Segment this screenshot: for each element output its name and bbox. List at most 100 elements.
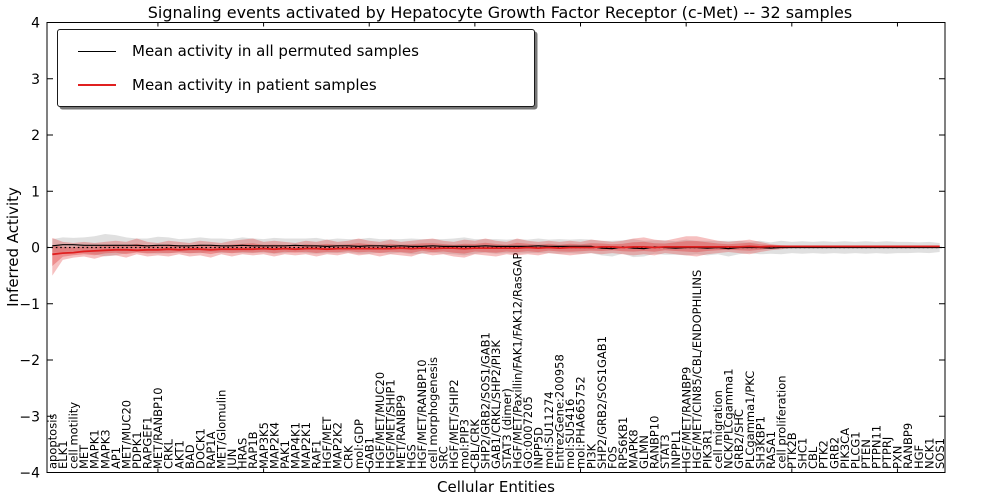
x-tick-label: RANBP9 [901,423,915,469]
x-tick-label: HRAS [236,438,250,469]
x-tick-label: GRB2 [827,437,841,469]
x-tick-label: PTEN [859,439,873,469]
x-tick-label: MET [77,444,91,469]
x-tick-label: PLCgamma1/PKC [743,371,757,469]
x-tick-label: CRK [341,445,355,469]
x-axis-label: Cellular Entities [437,478,555,496]
chart-title: Signaling events activated by Hepatocyte… [147,3,853,22]
x-tick-label: SOS1 [933,438,947,469]
x-tick-label: PTPN11 [870,425,884,469]
x-tick-label: RAPGEF1 [141,417,155,469]
x-tick-label: PLCG1 [848,431,862,469]
x-tick-label: SRC [436,446,450,469]
x-tick-label: INPPL1 [669,429,683,469]
x-tick-label: cell migration [711,390,725,469]
x-tick-label: mol:PIP3 [458,419,472,469]
y-tick-label: −3 [19,409,40,425]
x-tick-label: MAP4K1 [288,422,302,469]
x-tick-label: DOCK1 [193,428,207,469]
x-tick-label: GO:0007205 [521,396,535,469]
y-tick-label: 2 [31,128,40,144]
x-tick-label: HGF/MET/RANBP9 [679,367,693,469]
x-tick-label: PDPK1 [130,431,144,469]
x-tick-label: ELK1 [56,440,70,469]
x-tick-label: AKT1 [172,440,186,469]
x-tick-label: RAP1A [204,431,218,469]
x-tick-label: EntrezGene:200958 [553,354,567,469]
x-tick-label: HGS [405,444,419,469]
x-tick-label: mol:SU11274 [542,391,556,469]
x-tick-label: MAPK8 [627,429,641,469]
x-tick-label: PAK1 [278,440,292,469]
x-tick-label: CBL [806,446,820,469]
x-tick-label: RASA1 [764,431,778,469]
x-tick-label: MAPK3 [98,429,112,469]
legend-entry-permuted: Mean activity in all permuted samples [70,38,522,64]
x-tick-label: RPS6KB1 [616,417,630,469]
x-tick-label: HGF [912,445,926,469]
x-tick-label: PI3K [584,443,598,469]
x-tick-label: HGF/MET/Paxillin/FAK1/FAK12/RasGAP [510,252,524,469]
x-tick-label: MET/Glomulin [215,390,229,469]
x-tick-label: HGF/MET/CIN85/CBL/ENDOPHILINS [690,270,704,469]
x-tick-label: CRKL [162,438,176,469]
x-tick-label: NCK1 [922,438,936,470]
x-tick-label: JUN [225,449,239,470]
x-tick-label: MET/RANBP9 [394,395,408,469]
x-tick-label: cell motility [67,402,81,469]
x-tick-label: MAP3K5 [257,422,271,469]
x-tick-label: FOS [605,446,619,469]
y-tick-label: 3 [31,72,40,88]
x-tick-label: PIK3CA [838,428,852,469]
y-tick-label: 4 [31,16,40,32]
y-tick-label: −4 [19,466,40,482]
legend-box: Mean activity in all permuted samples Me… [57,29,535,107]
x-tick-label: mol:SU5416 [563,399,577,469]
x-tick-label: SHC1 [796,438,810,469]
x-tick-label: HGF/MET/SHIP1 [384,379,398,469]
x-tick-label: RAP1B [246,431,260,469]
x-tick-label: CBL/CRK [468,419,482,469]
x-tick-label: apoptosis [45,414,59,469]
x-tick-label: AP1 [109,447,123,469]
x-tick-label: SHP2/GRB2/SOS1GAB1 [595,336,609,469]
legend-line-patient-icon [78,84,116,86]
x-tick-label: PXN [891,446,905,469]
x-tick-label: PIK3R1 [700,429,714,470]
x-tick-label: GLMN [637,435,651,469]
x-tick-label: NCK/PLCgamma1 [722,368,736,469]
x-tick-label: cell proliferation [774,375,788,469]
legend-entry-patient: Mean activity in patient samples [70,72,522,98]
x-tick-label: MAPK1 [88,429,102,469]
x-tick-label: PTK2B [785,432,799,469]
x-tick-label: HGF/MET/RANBP10 [415,359,429,469]
legend-label-permuted: Mean activity in all permuted samples [132,42,419,60]
x-tick-label: RAF1 [310,440,324,469]
x-tick-label: GRB2/SHC [732,409,746,469]
y-tick-label: 0 [31,241,40,257]
y-axis-label: Inferred Activity [4,187,22,307]
legend-line-permuted-icon [78,50,116,52]
legend-label-patient: Mean activity in patient samples [132,76,377,94]
x-tick-label: MET/RANBP10 [151,387,165,469]
x-tick-label: MAP2K4 [267,422,281,469]
patient-mean-line [52,245,940,256]
x-tick-label: INPP5D [531,427,545,469]
x-tick-label: BAD [183,444,197,469]
permuted-band [52,234,940,258]
x-tick-label: mol:GDP [352,419,366,469]
x-tick-label: PTK2 [817,440,831,469]
x-tick-label: SHP2/GRB2/SOS1/GAB1 [479,332,493,469]
x-tick-label: RANBP10 [648,416,662,469]
x-tick-label: STAT3 (dimer) [500,388,514,469]
x-tick-label: MAP2K1 [299,422,313,469]
x-tick-label: MET/MUC20 [119,400,133,469]
x-tick-label: GAB1 [362,437,376,469]
x-tick-label: SH3KBP1 [753,416,767,469]
x-tick-label: HGF/MET/SHIP2 [447,379,461,469]
x-tick-label: HGF/MET/MUC20 [373,372,387,469]
x-tick-label: STAT3 [658,434,672,469]
y-tick-label: 1 [31,184,40,200]
